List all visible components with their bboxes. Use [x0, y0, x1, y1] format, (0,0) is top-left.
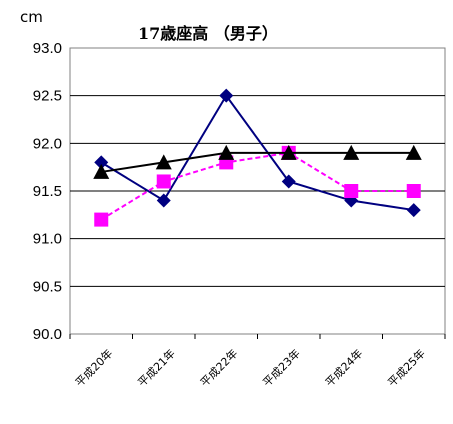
data-point-diamond — [281, 174, 296, 189]
series-line-1 — [100, 93, 414, 212]
x-tick-label: 平成25年 — [385, 346, 428, 389]
data-point-triangle — [93, 163, 110, 179]
y-axis-unit: cm — [20, 8, 43, 26]
x-tick-label: 平成20年 — [72, 346, 115, 389]
data-point-triangle — [218, 144, 235, 160]
data-point-diamond — [219, 88, 234, 103]
data-point-triangle — [155, 154, 172, 170]
y-tick-label: 90.5 — [33, 278, 62, 295]
data-point-diamond — [406, 203, 421, 218]
y-tick-label: 92.0 — [33, 135, 62, 152]
x-tick-label: 平成23年 — [260, 346, 303, 389]
y-tick-label: 92.5 — [33, 88, 62, 105]
series-line-3 — [101, 151, 414, 173]
x-tick-label: 平成21年 — [135, 346, 178, 389]
chart-title: 17歳座高 （男子） — [138, 24, 278, 43]
y-tick-label: 91.5 — [33, 183, 62, 200]
data-point-triangle — [343, 144, 360, 160]
data-point-diamond — [156, 193, 171, 208]
data-point-triangle — [280, 144, 297, 160]
data-point-square — [94, 212, 109, 227]
data-point-triangle — [405, 144, 422, 160]
data-point-diamond — [94, 155, 109, 170]
data-point-square — [156, 174, 171, 189]
series-line-2 — [100, 151, 414, 221]
data-point-square — [344, 184, 359, 198]
x-tick-label: 平成22年 — [197, 346, 240, 389]
x-tick-label: 平成24年 — [322, 346, 365, 389]
y-tick-label: 91.0 — [33, 231, 62, 248]
data-point-square — [406, 184, 421, 198]
y-tick-label: 93.0 — [33, 40, 62, 57]
y-tick-label: 90.0 — [33, 326, 62, 343]
